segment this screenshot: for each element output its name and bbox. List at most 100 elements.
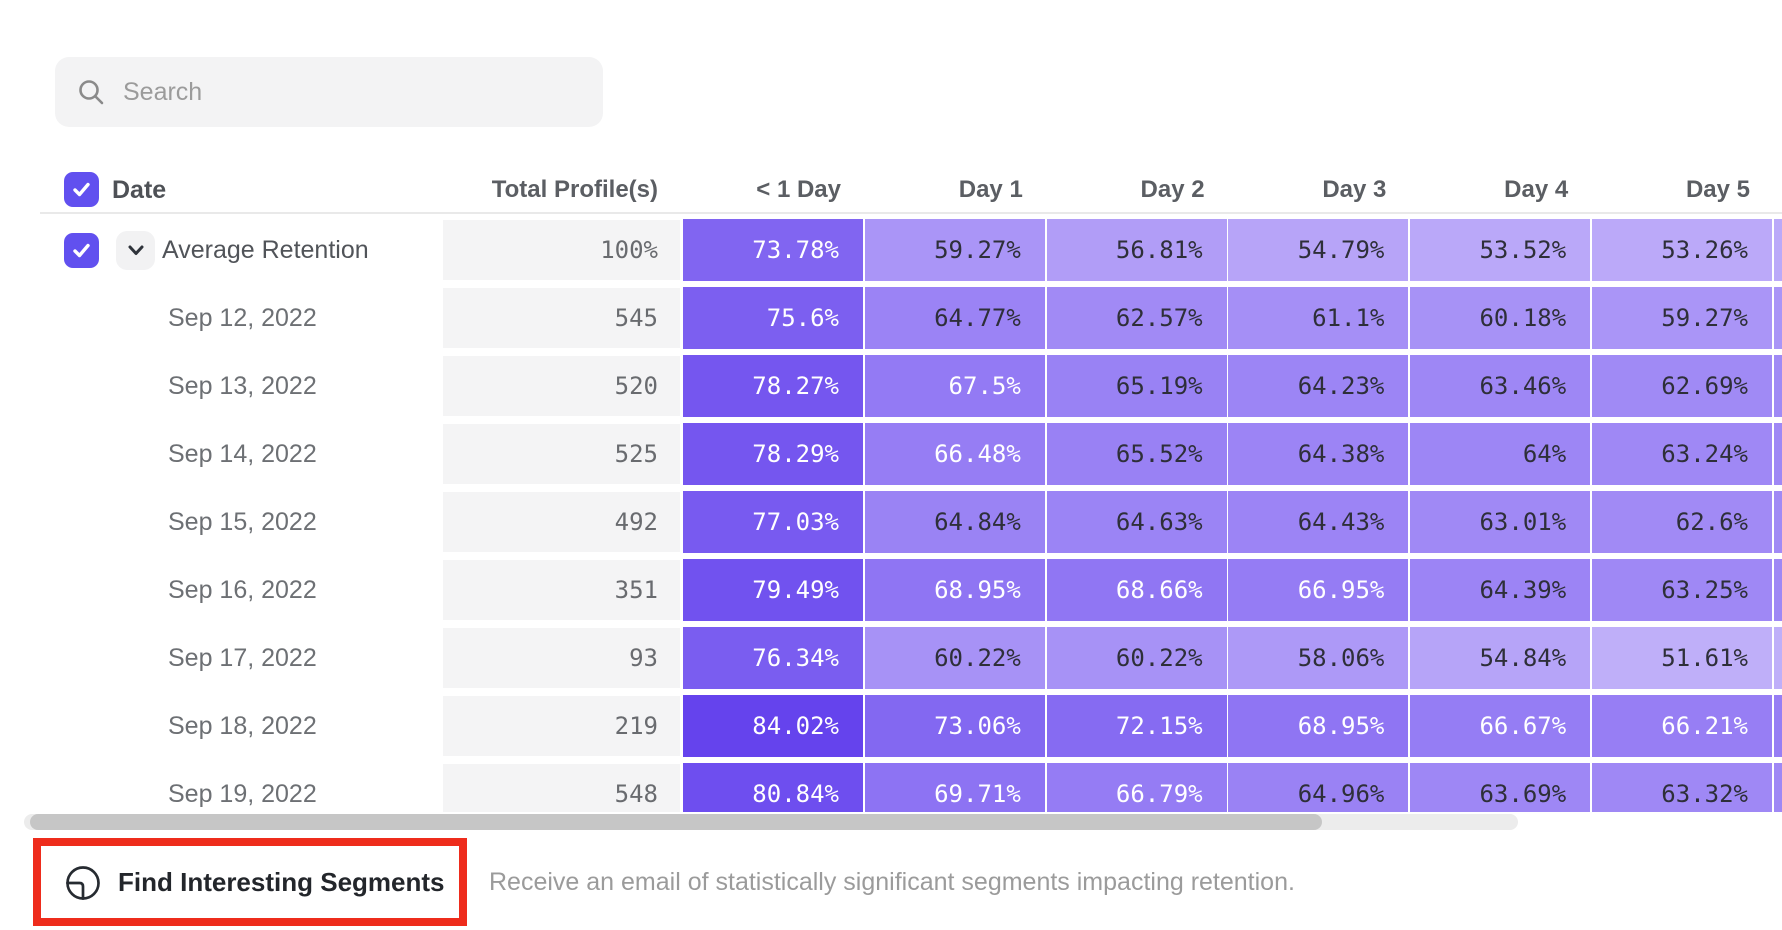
cohort-date-label: Sep 13, 2022 (168, 372, 317, 400)
retention-value-cell[interactable]: 63.69% (1410, 763, 1591, 812)
retention-value-cell[interactable]: 64% (1410, 423, 1591, 485)
cohort-date-label: Sep 12, 2022 (168, 304, 317, 332)
retention-value-cell[interactable]: 80.84% (683, 763, 863, 812)
clipped-retention-cell (1773, 627, 1782, 689)
retention-value-cell[interactable]: 65.19% (1046, 355, 1227, 417)
retention-value-cell[interactable]: 79.49% (683, 559, 863, 621)
cohort-date-label: Sep 17, 2022 (168, 644, 317, 672)
retention-value-cell[interactable]: 63.01% (1410, 491, 1591, 553)
retention-value-cell[interactable]: 66.67% (1410, 695, 1591, 757)
retention-grid: Average Retention 100% 73.78% 59.27% 56.81% 5… (0, 214, 1782, 812)
retention-value-cell[interactable]: 64.96% (1228, 763, 1409, 812)
retention-value-cell[interactable]: 66.79% (1046, 763, 1227, 812)
clipped-retention-cell (1773, 287, 1782, 349)
retention-value-cell[interactable]: 59.27% (1592, 287, 1772, 349)
cohort-date-label: Sep 16, 2022 (168, 576, 317, 604)
retention-value-cell[interactable]: 84.02% (683, 695, 863, 757)
total-profiles-cell: 100% (443, 220, 680, 280)
retention-value-cell[interactable]: 60.18% (1410, 287, 1591, 349)
header-divider (40, 212, 1782, 214)
total-profiles-cell: 548 (443, 764, 680, 812)
day-column-header: Day 3 (1322, 176, 1387, 203)
retention-value-cell[interactable]: 68.66% (1046, 559, 1227, 621)
retention-value-cell[interactable]: 56.81% (1046, 219, 1227, 281)
clipped-retention-cell (1773, 559, 1782, 621)
clipped-retention-cell (1773, 695, 1782, 757)
day-column-header: Day 5 (1685, 176, 1750, 203)
expand-row-button[interactable] (116, 230, 155, 270)
retention-value-cell[interactable]: 60.22% (1046, 627, 1227, 689)
retention-value-cell[interactable]: 63.25% (1592, 559, 1772, 621)
retention-value-cell[interactable]: 76.34% (683, 627, 863, 689)
retention-value-cell[interactable]: 73.06% (864, 695, 1045, 757)
retention-value-cell[interactable]: 64.84% (864, 491, 1045, 553)
retention-value-cell[interactable]: 68.95% (864, 559, 1045, 621)
search-icon (79, 80, 104, 105)
retention-value-cell[interactable]: 61.1% (1228, 287, 1409, 349)
total-profiles-cell: 219 (443, 696, 680, 756)
retention-value-cell[interactable]: 78.27% (683, 355, 863, 417)
retention-value-cell[interactable]: 53.52% (1410, 219, 1591, 281)
day-column-header: Day 1 (958, 176, 1023, 203)
retention-value-cell[interactable]: 77.03% (683, 491, 863, 553)
total-profiles-cell: 545 (443, 288, 680, 348)
cohort-date-label: Sep 14, 2022 (168, 440, 317, 468)
average-retention-label: Average Retention (162, 236, 369, 264)
retention-value-cell[interactable]: 75.6% (683, 287, 863, 349)
retention-value-cell[interactable]: 64.43% (1228, 491, 1409, 553)
horizontal-scrollbar-thumb[interactable] (30, 814, 1322, 830)
retention-value-cell[interactable]: 65.52% (1046, 423, 1227, 485)
total-profiles-cell: 525 (443, 424, 680, 484)
horizontal-scrollbar-track (24, 814, 1518, 830)
retention-value-cell[interactable]: 53.26% (1592, 219, 1772, 281)
retention-value-cell[interactable]: 51.61% (1592, 627, 1772, 689)
search-bar[interactable] (55, 57, 603, 127)
find-interesting-segments-label: Find Interesting Segments (118, 866, 445, 897)
day-column-header: < 1 Day (756, 176, 841, 203)
retention-value-cell[interactable]: 63.46% (1410, 355, 1591, 417)
cohort-date-label: Sep 18, 2022 (168, 712, 317, 740)
retention-value-cell[interactable]: 72.15% (1046, 695, 1227, 757)
retention-value-cell[interactable]: 54.84% (1410, 627, 1591, 689)
segment-pie-icon (66, 866, 100, 900)
retention-value-cell[interactable]: 69.71% (864, 763, 1045, 812)
retention-value-cell[interactable]: 59.27% (864, 219, 1045, 281)
retention-value-cell[interactable]: 64.63% (1046, 491, 1227, 553)
retention-value-cell[interactable]: 62.69% (1592, 355, 1772, 417)
retention-value-cell[interactable]: 66.48% (864, 423, 1045, 485)
cohort-date-label: Sep 19, 2022 (168, 780, 317, 808)
retention-value-cell[interactable]: 64.39% (1410, 559, 1591, 621)
retention-value-cell[interactable]: 60.22% (864, 627, 1045, 689)
select-all-checkbox[interactable] (64, 172, 99, 207)
retention-value-cell[interactable]: 62.57% (1046, 287, 1227, 349)
retention-value-cell[interactable]: 67.5% (864, 355, 1045, 417)
total-profiles-cell: 492 (443, 492, 680, 552)
retention-value-cell[interactable]: 64.77% (864, 287, 1045, 349)
date-column-header: Date (112, 176, 167, 204)
retention-value-cell[interactable]: 63.24% (1592, 423, 1772, 485)
clipped-retention-cell (1773, 423, 1782, 485)
retention-value-cell[interactable]: 66.21% (1592, 695, 1772, 757)
footer-description: Receive an email of statistically signif… (489, 867, 1295, 896)
retention-value-cell[interactable]: 63.32% (1592, 763, 1772, 812)
retention-value-cell[interactable]: 54.79% (1228, 219, 1409, 281)
retention-value-cell[interactable]: 73.78% (683, 219, 863, 281)
row-checkbox[interactable] (64, 232, 99, 268)
retention-value-cell[interactable]: 62.6% (1592, 491, 1772, 553)
retention-value-cell[interactable]: 68.95% (1228, 695, 1409, 757)
search-input[interactable] (121, 76, 603, 108)
retention-value-cell[interactable]: 78.29% (683, 423, 863, 485)
clipped-retention-cell (1773, 763, 1782, 812)
clipped-retention-cell (1773, 219, 1782, 281)
total-profiles-cell: 351 (443, 560, 680, 620)
retention-value-cell[interactable]: 66.95% (1228, 559, 1409, 621)
cohort-date-label: Sep 15, 2022 (168, 508, 317, 536)
retention-value-cell[interactable]: 64.23% (1228, 355, 1409, 417)
retention-value-cell[interactable]: 64.38% (1228, 423, 1409, 485)
find-interesting-segments-button[interactable]: Find Interesting Segments (41, 846, 459, 918)
day-column-header: Day 4 (1504, 176, 1569, 203)
total-profiles-cell: 93 (443, 628, 680, 688)
clipped-retention-cell (1773, 355, 1782, 417)
retention-value-cell[interactable]: 58.06% (1228, 627, 1409, 689)
